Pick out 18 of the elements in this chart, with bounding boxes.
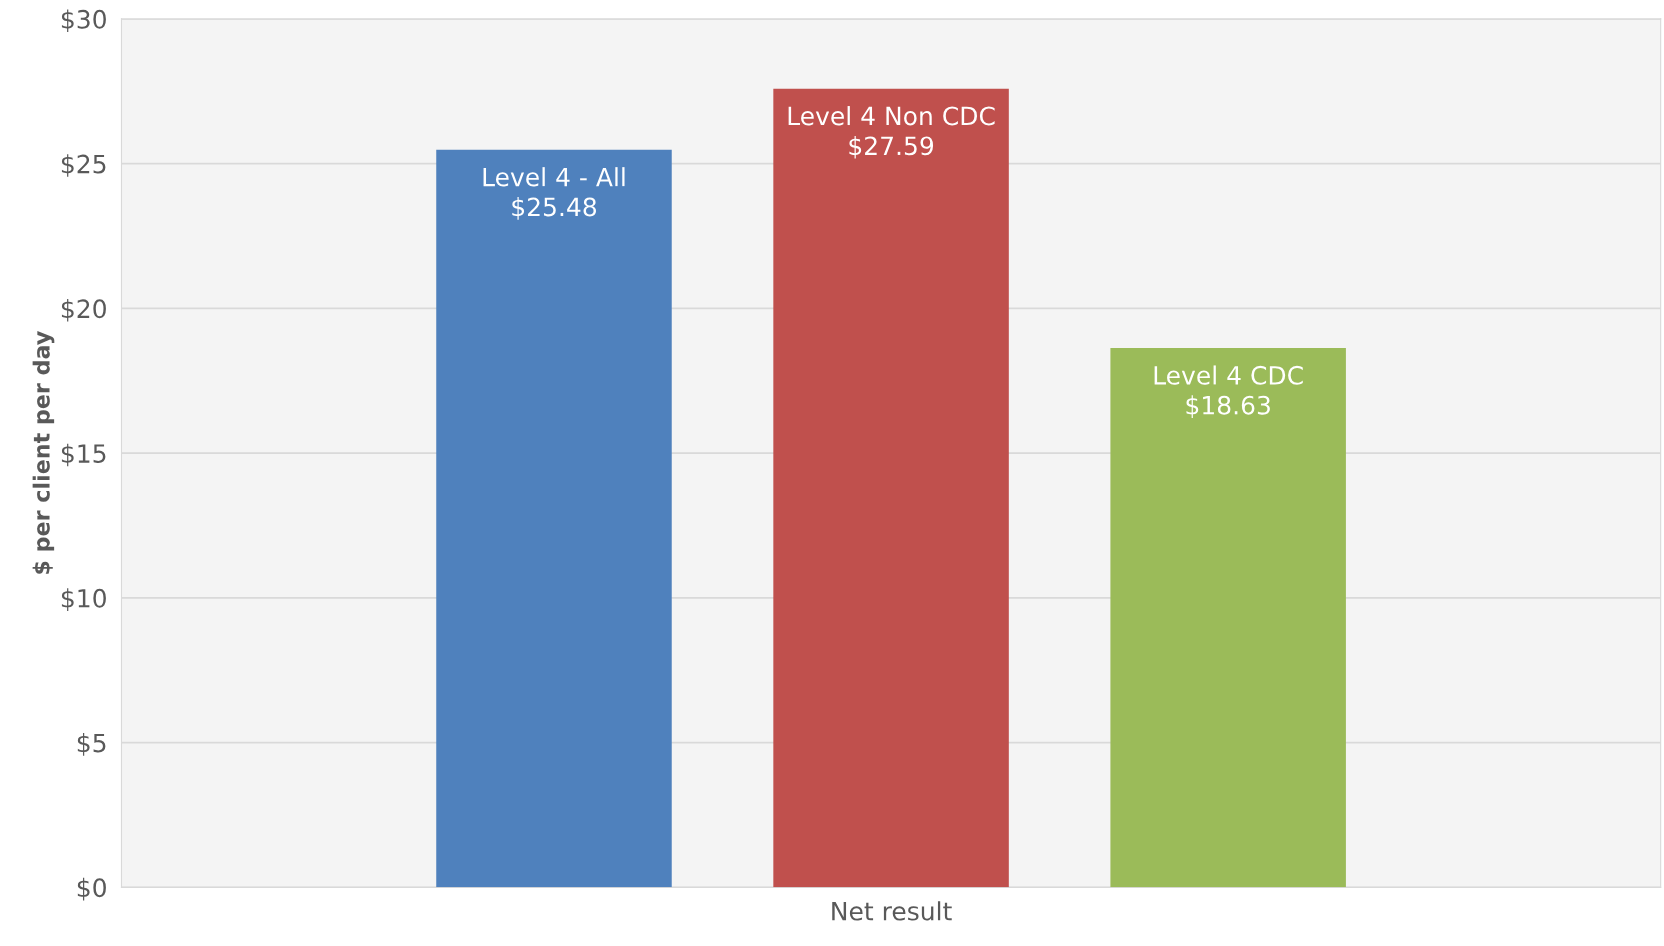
y-tick-label: $15 (61, 443, 106, 467)
y-tick-label: $30 (61, 9, 106, 33)
y-tick-label: $25 (61, 154, 106, 177)
series-label: Level 4 CDC (1154, 365, 1303, 385)
y-tick-label: $5 (77, 733, 106, 756)
data-label: $18.63 (1186, 395, 1270, 418)
data-label: $27.59 (849, 135, 934, 159)
series-label: Level 4 Non CDC (788, 106, 995, 126)
series-label: Level 4 - All (483, 167, 625, 187)
y-tick-label: $20 (61, 298, 106, 322)
bar (436, 149, 672, 888)
x-tick-label: Net result (832, 901, 952, 921)
y-axis-title: $ per client per day (32, 331, 55, 574)
y-tick-label: $0 (77, 877, 106, 901)
data-label: $25.48 (512, 197, 597, 220)
bar (773, 88, 1009, 888)
bar (1110, 348, 1346, 888)
y-tick-label: $10 (61, 588, 106, 612)
